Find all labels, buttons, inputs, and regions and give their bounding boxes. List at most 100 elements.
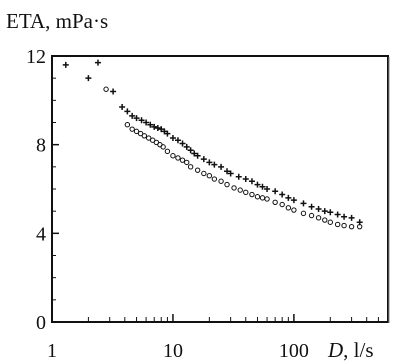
data-point-circle xyxy=(231,185,237,191)
x-axis: 1 10 100 xyxy=(47,314,379,362)
data-point-circle xyxy=(201,170,207,177)
data-point-circle xyxy=(334,221,341,228)
data-point-plus xyxy=(151,123,158,130)
data-point-plus xyxy=(242,176,249,183)
y-tick-label-3: 12 xyxy=(26,46,46,68)
data-point-plus xyxy=(285,194,292,201)
data-point-plus xyxy=(227,170,234,177)
data-point-plus xyxy=(119,103,126,110)
data-point-circle xyxy=(308,212,315,219)
data-point-circle xyxy=(348,223,355,230)
data-point-plus xyxy=(272,188,279,195)
data-point-circle xyxy=(179,157,186,163)
data-point-circle xyxy=(133,128,140,135)
data-point-plus xyxy=(200,156,207,163)
data-point-plus xyxy=(161,128,168,135)
data-point-plus xyxy=(169,135,176,142)
data-point-circle xyxy=(160,144,166,150)
data-point-circle xyxy=(341,222,347,229)
data-point-plus xyxy=(154,125,161,132)
data-point-plus xyxy=(179,140,186,147)
data-point-plus xyxy=(308,203,315,210)
data-point-circle xyxy=(129,126,135,132)
data-point-circle xyxy=(327,219,333,225)
data-point-circle xyxy=(187,164,194,170)
data-point-plus xyxy=(334,211,341,218)
data-point-plus xyxy=(62,61,69,68)
data-point-circle xyxy=(300,210,307,217)
plot-frame xyxy=(51,55,389,323)
data-point-plus xyxy=(211,161,218,168)
data-point-plus xyxy=(218,163,225,170)
data-point-plus xyxy=(341,213,348,220)
data-point-circle xyxy=(272,199,278,206)
data-point-circle xyxy=(254,194,261,200)
data-point-plus xyxy=(264,186,271,192)
data-point-circle xyxy=(285,205,292,211)
data-point-plus xyxy=(290,197,297,204)
y-axis-label: ETA, mPa·s xyxy=(6,9,108,33)
data-point-circle xyxy=(322,217,328,223)
data-point-plus xyxy=(94,59,101,66)
data-point-plus xyxy=(110,88,117,95)
data-point-plus xyxy=(174,137,181,144)
data-point-circle xyxy=(141,133,148,139)
data-point-circle xyxy=(291,207,297,213)
data-point-plus xyxy=(164,130,171,137)
y-tick-label-0: 0 xyxy=(36,312,46,334)
x-axis-label-unit: , l/s xyxy=(343,338,373,362)
data-point-plus xyxy=(143,119,150,126)
data-point-circle xyxy=(279,201,285,208)
data-point-circle xyxy=(224,181,230,188)
data-point-plus xyxy=(327,209,334,216)
data-point-plus xyxy=(138,117,145,124)
data-point-plus xyxy=(348,214,355,221)
x-tick-label-2: 100 xyxy=(279,340,309,362)
data-point-plus xyxy=(224,168,231,175)
data-point-circle xyxy=(170,153,176,159)
data-point-circle xyxy=(211,176,218,182)
data-point-plus xyxy=(187,147,194,154)
data-point-plus xyxy=(133,115,140,122)
data-point-circle xyxy=(184,159,190,166)
data-point-plus xyxy=(206,159,213,166)
data-point-plus xyxy=(235,173,242,180)
data-point-plus xyxy=(129,112,136,119)
data-point-circle xyxy=(264,196,270,202)
x-tick-label-0: 1 xyxy=(47,340,57,362)
data-point-circle xyxy=(259,195,266,201)
x-tick-label-1: 10 xyxy=(163,340,183,362)
x-axis-label-symbol: D xyxy=(327,338,343,362)
data-point-circle xyxy=(315,215,322,221)
data-point-circle xyxy=(145,135,152,141)
data-point-circle xyxy=(164,148,171,155)
data-point-circle xyxy=(124,122,131,128)
data-point-circle xyxy=(137,130,144,137)
data-point-circle xyxy=(243,189,249,196)
data-point-circle xyxy=(103,86,109,92)
plot-area xyxy=(51,55,390,323)
data-point-plus xyxy=(259,183,266,190)
data-point-plus xyxy=(315,205,322,212)
y-axis: 0 4 8 12 xyxy=(26,46,59,334)
data-point-circle xyxy=(249,191,255,198)
data-point-circle xyxy=(194,167,201,173)
data-point-plus xyxy=(191,150,198,157)
y-tick-label-1: 4 xyxy=(36,223,46,245)
data-point-plus xyxy=(254,181,261,188)
series-circle-markers xyxy=(103,86,363,230)
data-point-plus xyxy=(158,126,165,133)
data-point-plus xyxy=(279,191,286,198)
data-point-plus xyxy=(147,121,154,128)
data-point-plus xyxy=(321,208,328,215)
data-point-plus xyxy=(300,200,307,207)
series-plus-markers xyxy=(62,59,363,226)
data-point-circle xyxy=(206,173,213,179)
y-tick-label-2: 8 xyxy=(36,135,46,157)
data-point-plus xyxy=(124,108,131,115)
data-point-plus xyxy=(183,143,190,150)
data-point-plus xyxy=(248,178,255,185)
x-axis-label: D, l/s xyxy=(327,338,374,362)
data-point-circle xyxy=(175,155,181,161)
